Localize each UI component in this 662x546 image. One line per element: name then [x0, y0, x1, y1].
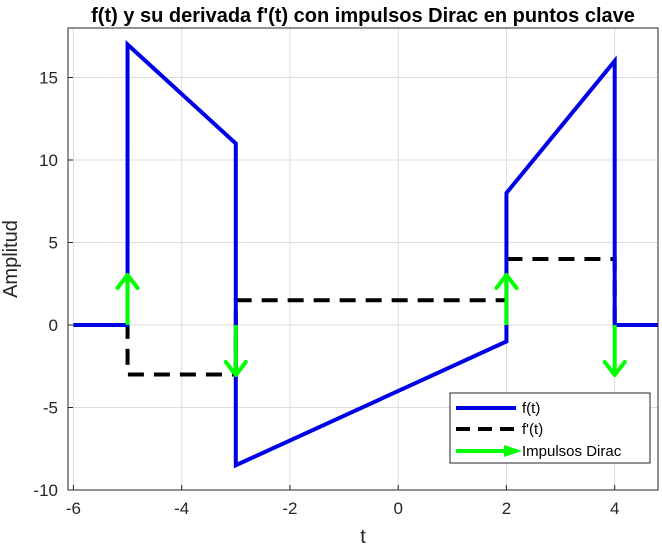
legend[interactable]: f(t) f'(t) Impulsos Dirac: [449, 392, 651, 464]
y-tick-label: -5: [43, 399, 58, 418]
chart-title: f(t) y su derivada f'(t) con impulsos Di…: [91, 5, 635, 27]
y-axis-label: Amplitud: [0, 220, 22, 298]
plot-frame: [67, 27, 659, 491]
x-tick-label: -6: [66, 499, 81, 518]
legend-label-f: f(t): [522, 400, 540, 417]
impulse-layer: [115, 273, 627, 377]
x-tick-label: -4: [174, 499, 189, 518]
x-tick-label: 2: [502, 499, 511, 518]
x-tick-label: 0: [393, 499, 402, 518]
x-axis-label: t: [360, 526, 366, 546]
axis-ticks: -6 -4 -2 0 2 4 -10 -5 0 5 10 15: [33, 69, 619, 519]
y-tick-label: -10: [33, 481, 58, 500]
impulse-arrowhead-icon: [115, 273, 140, 290]
y-tick-label: 0: [49, 316, 58, 335]
y-tick-label: 10: [39, 151, 58, 170]
legend-label-impulse: Impulsos Dirac: [522, 443, 622, 460]
impulse-arrowhead-icon: [494, 273, 519, 290]
x-tick-label: -2: [282, 499, 297, 518]
impulse-arrowhead-icon: [223, 360, 248, 377]
y-tick-label: 15: [39, 69, 58, 88]
legend-label-df: f'(t): [522, 421, 543, 438]
series-layer: [73, 39, 658, 469]
grid: [68, 28, 658, 491]
y-tick-label: 5: [49, 234, 58, 253]
series-line-f: [73, 39, 658, 469]
x-tick-label: 4: [610, 499, 619, 518]
legend-arrowhead-icon: [504, 445, 522, 457]
impulse-arrowhead-icon: [602, 360, 627, 377]
